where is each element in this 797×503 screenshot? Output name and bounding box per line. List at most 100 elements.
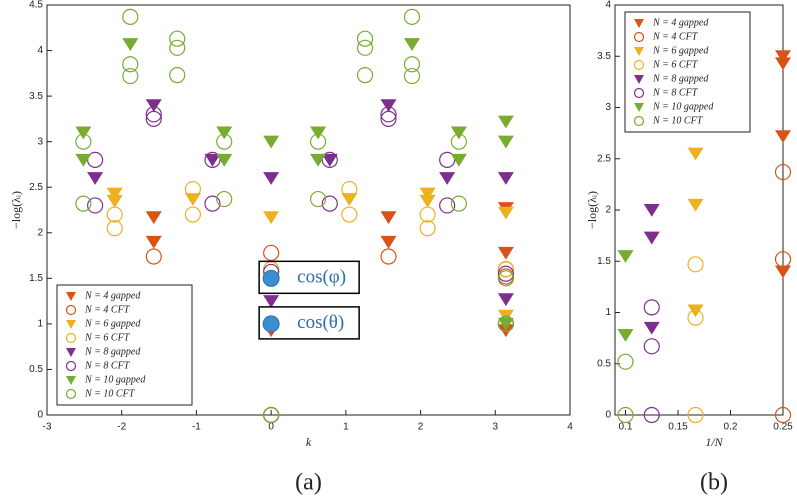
y-tick-label: 1.5 <box>29 273 43 284</box>
marker-circle <box>145 106 162 123</box>
annotation-text: cos(θ) <box>297 312 344 333</box>
marker-triangle <box>775 130 791 143</box>
marker-triangle <box>263 135 280 149</box>
marker-circle <box>184 206 202 223</box>
marker-circle <box>169 39 186 56</box>
marker-triangle <box>643 231 660 245</box>
legend-marker <box>633 31 645 43</box>
legend-marker <box>633 115 645 127</box>
marker-triangle <box>497 206 514 220</box>
marker-triangle <box>497 317 514 331</box>
legend-marker <box>634 75 644 84</box>
marker-circle <box>774 251 792 268</box>
legend-marker <box>66 348 76 357</box>
legend-box <box>624 11 751 133</box>
marker-triangle <box>321 153 338 167</box>
y-tick-label: 0 <box>605 410 611 421</box>
x-tick-label: 1 <box>343 422 349 433</box>
marker-triangle <box>341 193 358 206</box>
marker-circle <box>643 406 660 424</box>
y-axis-label: −log(λᵢ) <box>585 191 599 229</box>
marker-triangle <box>497 293 514 307</box>
marker-circle <box>774 163 792 181</box>
marker-triangle <box>106 187 123 201</box>
marker-circle <box>643 299 660 316</box>
legend-marker <box>66 320 76 329</box>
marker-circle <box>774 406 792 424</box>
marker-triangle <box>145 235 162 249</box>
marker-triangle <box>419 187 436 201</box>
x-tick-label: 0.1 <box>619 422 633 433</box>
legend-entry: N = 8 CFT <box>652 87 699 98</box>
marker-triangle <box>122 38 139 51</box>
marker-triangle <box>216 126 233 140</box>
marker-triangle <box>263 295 280 308</box>
legend-marker <box>66 376 76 385</box>
legend-marker <box>634 47 644 56</box>
marker-triangle <box>775 57 791 71</box>
y-tick-label: 0 <box>37 410 43 421</box>
y-tick-label: 1 <box>37 319 43 330</box>
marker-circle <box>216 133 233 150</box>
marker-circle <box>106 206 123 223</box>
marker-triangle <box>75 153 92 167</box>
marker-triangle <box>204 153 221 167</box>
marker-circle <box>356 30 374 47</box>
marker-circle <box>687 406 704 424</box>
x-tick-label: -1 <box>192 422 201 433</box>
marker-circle <box>122 56 139 73</box>
marker-circle <box>106 220 123 237</box>
y-tick-label: 2 <box>605 205 611 216</box>
legend-marker <box>633 87 645 99</box>
marker-circle <box>309 133 327 150</box>
marker-triangle <box>450 126 467 140</box>
marker-triangle <box>617 329 634 342</box>
legend-entry: N = 6 CFT <box>84 332 131 343</box>
marker-circle <box>403 56 421 73</box>
marker-triangle <box>87 172 104 185</box>
marker-triangle <box>687 198 704 212</box>
legend-marker <box>633 59 645 71</box>
marker-circle <box>145 110 162 127</box>
marker-triangle <box>497 115 514 129</box>
legend-entry: N = 8 gapped <box>84 346 141 357</box>
y-tick-label: 3 <box>605 102 611 113</box>
marker-circle <box>687 256 704 273</box>
marker-triangle <box>216 153 233 167</box>
marker-triangle <box>775 50 791 64</box>
marker-triangle <box>310 153 327 167</box>
marker-circle <box>617 406 634 424</box>
legend-entry: N = 6 gapped <box>84 318 141 329</box>
legend-entry: N = 6 gapped <box>652 45 709 56</box>
marker-circle <box>122 8 139 25</box>
legend-marker <box>65 304 77 316</box>
marker-triangle <box>263 211 280 225</box>
annotation-text: cos(φ) <box>297 267 346 288</box>
annotation-box <box>258 260 360 295</box>
marker-triangle <box>643 204 660 217</box>
marker-circle <box>403 8 421 25</box>
legend-marker <box>634 19 644 28</box>
marker-triangle <box>497 135 514 149</box>
marker-circle <box>169 30 186 47</box>
legend-entry: N = 4 CFT <box>84 304 131 315</box>
marker-circle <box>169 67 186 84</box>
y-tick-label: 3.5 <box>597 51 611 62</box>
x-axis-label: 1/N <box>705 435 723 449</box>
marker-circle <box>321 195 338 212</box>
annotation-box <box>258 306 360 340</box>
marker-triangle <box>439 172 456 185</box>
marker-circle <box>145 248 162 265</box>
x-tick-label: -3 <box>43 422 52 433</box>
marker-circle <box>122 67 139 85</box>
marker-circle <box>617 353 634 370</box>
panel-label: (a) <box>295 470 322 496</box>
marker-circle <box>450 133 467 150</box>
marker-circle <box>403 67 421 85</box>
marker-circle <box>643 338 660 355</box>
marker-triangle <box>450 153 467 167</box>
marker-circle <box>380 110 397 127</box>
annotation-dot <box>262 269 280 287</box>
marker-triangle <box>687 304 704 318</box>
legend-entry: N = 8 gapped <box>652 73 709 84</box>
